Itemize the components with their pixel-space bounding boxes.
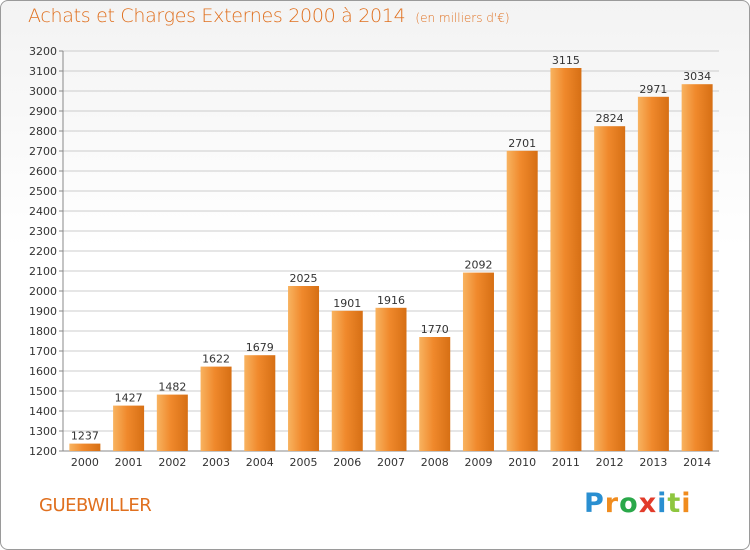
y-tick-label: 2000	[29, 285, 57, 298]
bars	[69, 68, 713, 452]
bar[interactable]	[462, 272, 494, 451]
y-tick-label: 2400	[29, 205, 57, 218]
x-tick-label: 2004	[246, 456, 274, 469]
x-tick-label: 2003	[202, 456, 230, 469]
bar-value-label: 1770	[421, 323, 449, 336]
x-tick-label: 2014	[683, 456, 711, 469]
logo-letter: o	[619, 488, 639, 519]
y-tick-label: 1500	[29, 385, 57, 398]
bar[interactable]	[69, 443, 101, 451]
bar[interactable]	[331, 310, 363, 451]
y-tick-label: 2200	[29, 245, 57, 258]
bar[interactable]	[375, 307, 407, 451]
bar[interactable]	[550, 68, 582, 451]
logo-letter: P	[584, 488, 605, 519]
y-tick-label: 1900	[29, 305, 57, 318]
city-name: GUEBWILLER	[39, 495, 152, 516]
bar[interactable]	[419, 337, 451, 451]
bar[interactable]	[506, 150, 538, 452]
logo-letter: x	[638, 488, 658, 519]
x-tick-label: 2000	[71, 456, 99, 469]
y-tick-label: 2700	[29, 145, 57, 158]
bar[interactable]	[288, 286, 320, 451]
bar-value-label: 3034	[683, 70, 711, 83]
bar-value-label: 1482	[158, 381, 186, 394]
y-tick-label: 3100	[29, 65, 57, 78]
bar[interactable]	[156, 394, 188, 451]
y-tick-label: 1600	[29, 365, 57, 378]
logo-letter: t	[667, 488, 682, 519]
bar-value-label: 1427	[115, 392, 143, 405]
x-tick-label: 2011	[552, 456, 580, 469]
x-tick-label: 2008	[421, 456, 449, 469]
logo-letter: i	[681, 488, 692, 519]
bar[interactable]	[637, 96, 669, 452]
y-tick-label: 2500	[29, 185, 57, 198]
x-axis-ticks: 2000 2001 2002 2003 2004 2005 2006 2007 2008 2009…	[71, 456, 711, 469]
x-tick-label: 2007	[377, 456, 405, 469]
x-tick-label: 2013	[639, 456, 667, 469]
y-tick-label: 1400	[29, 405, 57, 418]
y-tick-label: 3200	[29, 45, 57, 58]
chart-subtitle: (en milliers d'€)	[415, 11, 510, 25]
x-tick-label: 2002	[158, 456, 186, 469]
bar-value-label: 3115	[552, 54, 580, 67]
y-tick-label: 1800	[29, 325, 57, 338]
bar[interactable]	[244, 355, 276, 451]
bar-value-label: 1622	[202, 353, 230, 366]
y-tick-label: 1300	[29, 425, 57, 438]
y-tick-label: 2100	[29, 265, 57, 278]
x-tick-label: 2005	[290, 456, 318, 469]
bar[interactable]	[200, 366, 232, 451]
y-tick-label: 3000	[29, 85, 57, 98]
bar-value-label: 1237	[71, 430, 99, 443]
y-tick-label: 2900	[29, 105, 57, 118]
proxiti-logo[interactable]: Proxiti	[584, 488, 692, 519]
x-tick-label: 2012	[596, 456, 624, 469]
x-tick-label: 2001	[115, 456, 143, 469]
bar-value-label: 2701	[508, 137, 536, 150]
bar-value-label: 1679	[246, 341, 274, 354]
y-tick-label: 1200	[29, 445, 57, 458]
bar-value-label: 2025	[290, 272, 318, 285]
bar-value-label: 2092	[464, 259, 492, 272]
logo-letter: i	[657, 488, 668, 519]
bar[interactable]	[681, 84, 713, 451]
x-tick-label: 2006	[333, 456, 361, 469]
y-tick-label: 1700	[29, 345, 57, 358]
bar-value-label: 1916	[377, 294, 405, 307]
y-tick-label: 2300	[29, 225, 57, 238]
chart-title: Achats et Charges Externes 2000 à 2014 (e…	[28, 5, 510, 27]
bar[interactable]	[594, 126, 626, 451]
y-axis-ticks: 1200 1300 1400 1500 1600 1700 1800 1900 2000 2100…	[29, 45, 719, 458]
y-tick-label: 2800	[29, 125, 57, 138]
bar-value-label: 2824	[596, 112, 624, 125]
bar-value-label: 1901	[333, 297, 361, 310]
logo-letter: r	[604, 488, 620, 519]
bar[interactable]	[113, 405, 145, 451]
bar-value-label: 2971	[639, 83, 667, 96]
title-text: Achats et Charges Externes 2000 à 2014	[28, 5, 406, 27]
data-labels: 1237 1427 1482 1622 1679 2025 1901 1916 1770 2092…	[71, 54, 711, 443]
y-tick-label: 2600	[29, 165, 57, 178]
x-tick-label: 2009	[464, 456, 492, 469]
x-tick-label: 2010	[508, 456, 536, 469]
